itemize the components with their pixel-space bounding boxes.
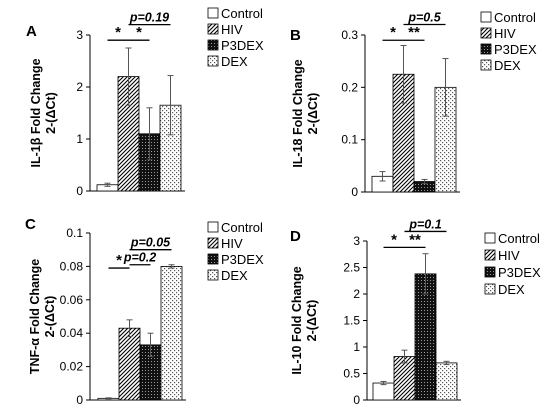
y-tick-label: 0	[76, 184, 83, 198]
y-axis-label: 2-(ΔCt)	[43, 296, 57, 338]
significance-label: **	[409, 231, 421, 248]
legend-label: DEX	[498, 282, 525, 297]
y-tick-label: 0	[351, 185, 358, 199]
legend-swatch-p3dex	[480, 43, 492, 55]
y-tick-label: 0.1	[66, 226, 83, 240]
panel-letter: B	[290, 27, 301, 44]
panel-b: BIL-18 Fold Change 2-(ΔCt)00.10.20.3 * **p=…	[290, 10, 537, 199]
panel-d: DIL-10 Fold Change 2-(ΔCt)00.511.522.53 * *…	[290, 217, 541, 407]
legend-label: P3DEX	[221, 38, 264, 53]
legend-label: Control	[221, 220, 263, 235]
legend-swatch-dex	[207, 55, 219, 67]
y-tick-label: 1.5	[343, 314, 360, 328]
y-tick-label: 0.3	[341, 28, 358, 42]
bar-control	[372, 382, 395, 401]
y-tick-label: 0.08	[60, 259, 84, 273]
panel-letter: C	[25, 216, 36, 233]
y-tick-label: 3	[353, 234, 360, 248]
significance-label: *	[390, 24, 396, 41]
significance-label: *	[116, 252, 122, 269]
y-tick-label: 0	[76, 393, 83, 407]
significance-label: **	[408, 24, 420, 41]
y-axis-label: 2-(ΔCt)	[305, 300, 319, 342]
legend-swatch-p3dex	[207, 253, 219, 265]
legend-swatch-control	[480, 11, 492, 23]
panel-c: C TNF-α Fold Change 2-(ΔCt) 0 0.02 0.04 0.06 0.…	[25, 216, 264, 407]
y-tick-label: 2.5	[343, 261, 360, 275]
legend-swatch-hiv	[207, 23, 219, 35]
legend-swatch-control	[207, 221, 219, 233]
y-tick-label: 0.1	[341, 133, 358, 147]
significance-label: *	[136, 24, 142, 41]
legend-swatch-hiv	[484, 249, 496, 261]
y-tick-label: 0.04	[60, 326, 84, 340]
y-tick-label: 3	[76, 28, 83, 42]
legend-swatch-dex	[207, 269, 219, 281]
legend-swatch-p3dex	[207, 39, 219, 51]
legend-swatch-control	[484, 232, 496, 244]
legend-label: P3DEX	[221, 252, 264, 267]
y-tick-label: 2	[353, 287, 360, 301]
y-tick-label: 0	[353, 393, 360, 407]
significance-label: p=0.19	[129, 11, 169, 25]
y-axis-label: IL-10 Fold Change	[290, 266, 304, 374]
legend-swatch-dex	[480, 59, 492, 71]
y-axis-label: 2-(ΔCt)	[44, 92, 58, 134]
y-tick-label: 1	[76, 132, 83, 146]
legend-swatch-hiv	[480, 27, 492, 39]
legend-swatch-control	[207, 7, 219, 19]
bar-dex	[160, 265, 183, 401]
significance-label: p=0.2	[123, 251, 156, 265]
legend-label: P3DEX	[494, 42, 537, 57]
legend-label: HIV	[498, 248, 520, 263]
legend-label: DEX	[494, 58, 521, 73]
significance-label: p=0.5	[407, 11, 441, 25]
y-tick-label: 2	[76, 80, 83, 94]
legend-swatch-hiv	[207, 237, 219, 249]
legend-label: DEX	[221, 54, 248, 69]
legend-label: Control	[494, 10, 536, 25]
y-axis-label: 2-(ΔCt)	[306, 93, 320, 135]
legend-label: P3DEX	[498, 265, 541, 280]
significance-label: p=0.05	[130, 236, 171, 250]
y-tick-label: 0.5	[343, 367, 360, 381]
panel-letter: A	[26, 23, 37, 40]
legend-swatch-p3dex	[484, 266, 496, 278]
legend-label: Control	[221, 6, 263, 21]
y-tick-label: 1	[353, 340, 360, 354]
y-axis-label: TNF-α Fold Change	[28, 259, 42, 374]
y-axis-label: IL-1β Fold Change	[29, 58, 43, 167]
panel-letter: D	[290, 228, 301, 245]
significance-label: p=0.1	[408, 217, 441, 231]
legend-label: HIV	[221, 236, 243, 251]
legend-label: HIV	[494, 26, 516, 41]
significance-label: *	[391, 231, 397, 248]
y-tick-label: 0.02	[60, 360, 84, 374]
bar-hiv	[118, 327, 141, 401]
y-tick-label: 0.2	[341, 80, 358, 94]
legend-label: HIV	[221, 22, 243, 37]
y-axis-label: IL-18 Fold Change	[291, 59, 305, 167]
legend-label: DEX	[221, 268, 248, 283]
significance-label: *	[115, 24, 121, 41]
bar-dex	[435, 362, 458, 401]
y-tick-label: 0.06	[60, 293, 84, 307]
legend-label: Control	[498, 231, 540, 246]
legend-swatch-dex	[484, 283, 496, 295]
